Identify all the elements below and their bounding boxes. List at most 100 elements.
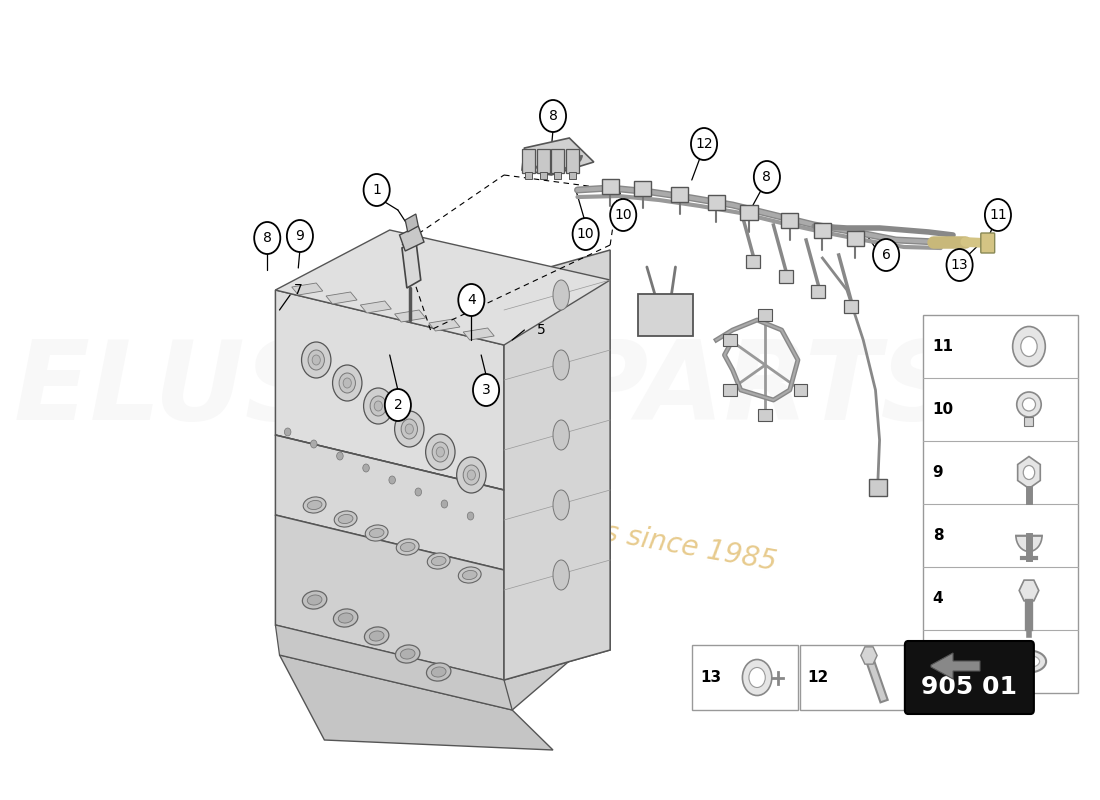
Circle shape bbox=[441, 500, 448, 508]
Circle shape bbox=[370, 396, 386, 416]
FancyBboxPatch shape bbox=[779, 270, 793, 282]
Ellipse shape bbox=[400, 649, 415, 659]
Circle shape bbox=[287, 220, 314, 252]
Circle shape bbox=[415, 488, 421, 496]
Circle shape bbox=[754, 161, 780, 193]
Circle shape bbox=[364, 174, 389, 206]
FancyBboxPatch shape bbox=[522, 149, 535, 173]
FancyBboxPatch shape bbox=[692, 645, 798, 710]
Circle shape bbox=[343, 378, 351, 388]
FancyBboxPatch shape bbox=[566, 149, 579, 173]
Polygon shape bbox=[279, 590, 594, 710]
Text: 11: 11 bbox=[989, 208, 1006, 222]
Polygon shape bbox=[275, 515, 504, 680]
FancyBboxPatch shape bbox=[923, 315, 1078, 693]
Circle shape bbox=[463, 465, 480, 485]
Text: 905 01: 905 01 bbox=[922, 675, 1018, 699]
Polygon shape bbox=[522, 138, 594, 175]
Circle shape bbox=[1023, 466, 1035, 479]
FancyBboxPatch shape bbox=[800, 645, 905, 710]
Ellipse shape bbox=[370, 631, 384, 641]
Polygon shape bbox=[292, 283, 322, 295]
Text: 10: 10 bbox=[615, 208, 632, 222]
Circle shape bbox=[984, 199, 1011, 231]
Text: 8: 8 bbox=[549, 109, 558, 123]
Text: 11: 11 bbox=[933, 339, 954, 354]
Text: a part for parts since 1985: a part for parts since 1985 bbox=[409, 484, 779, 576]
Ellipse shape bbox=[339, 514, 353, 523]
Ellipse shape bbox=[553, 280, 570, 310]
Ellipse shape bbox=[364, 627, 389, 645]
Ellipse shape bbox=[400, 542, 415, 551]
FancyBboxPatch shape bbox=[981, 233, 994, 253]
Circle shape bbox=[310, 440, 317, 448]
FancyBboxPatch shape bbox=[525, 172, 532, 179]
Polygon shape bbox=[326, 292, 358, 304]
Ellipse shape bbox=[307, 501, 322, 510]
FancyBboxPatch shape bbox=[905, 641, 1034, 714]
FancyBboxPatch shape bbox=[844, 299, 858, 313]
Ellipse shape bbox=[304, 497, 326, 513]
Circle shape bbox=[873, 239, 899, 271]
Circle shape bbox=[1021, 337, 1037, 357]
Polygon shape bbox=[1020, 580, 1038, 601]
Text: 4: 4 bbox=[468, 293, 475, 307]
Wedge shape bbox=[1016, 535, 1042, 551]
Ellipse shape bbox=[553, 420, 570, 450]
Polygon shape bbox=[275, 230, 610, 345]
Polygon shape bbox=[504, 250, 610, 680]
Circle shape bbox=[308, 350, 324, 370]
Circle shape bbox=[402, 419, 418, 439]
Circle shape bbox=[468, 512, 474, 520]
Polygon shape bbox=[275, 290, 504, 490]
Text: 10: 10 bbox=[933, 402, 954, 417]
Circle shape bbox=[285, 428, 290, 436]
Polygon shape bbox=[429, 319, 460, 331]
FancyBboxPatch shape bbox=[551, 149, 564, 173]
FancyBboxPatch shape bbox=[758, 309, 772, 322]
Circle shape bbox=[946, 249, 972, 281]
Circle shape bbox=[473, 374, 499, 406]
Ellipse shape bbox=[307, 595, 322, 605]
Ellipse shape bbox=[396, 539, 419, 555]
Text: 13: 13 bbox=[700, 670, 722, 685]
Ellipse shape bbox=[302, 591, 327, 609]
Circle shape bbox=[364, 388, 393, 424]
Ellipse shape bbox=[431, 557, 446, 566]
Ellipse shape bbox=[553, 350, 570, 380]
Circle shape bbox=[437, 447, 444, 457]
Ellipse shape bbox=[1016, 392, 1042, 417]
Circle shape bbox=[395, 411, 424, 447]
Circle shape bbox=[468, 470, 475, 480]
Polygon shape bbox=[399, 226, 424, 251]
Circle shape bbox=[337, 452, 343, 460]
Text: 2: 2 bbox=[394, 398, 403, 412]
FancyBboxPatch shape bbox=[794, 384, 807, 397]
Circle shape bbox=[363, 464, 370, 472]
Circle shape bbox=[691, 128, 717, 160]
Text: 3: 3 bbox=[482, 383, 491, 397]
FancyBboxPatch shape bbox=[540, 172, 547, 179]
Circle shape bbox=[385, 389, 411, 421]
Ellipse shape bbox=[459, 567, 481, 583]
Circle shape bbox=[459, 284, 484, 316]
Circle shape bbox=[432, 442, 449, 462]
FancyBboxPatch shape bbox=[1024, 417, 1034, 426]
Ellipse shape bbox=[553, 490, 570, 520]
Circle shape bbox=[456, 457, 486, 493]
Text: 12: 12 bbox=[807, 670, 829, 685]
FancyBboxPatch shape bbox=[602, 178, 618, 194]
Polygon shape bbox=[405, 214, 418, 232]
Text: 8: 8 bbox=[263, 231, 272, 245]
FancyBboxPatch shape bbox=[638, 294, 693, 336]
FancyBboxPatch shape bbox=[740, 205, 758, 219]
Text: 2: 2 bbox=[933, 654, 944, 669]
Circle shape bbox=[301, 342, 331, 378]
Circle shape bbox=[610, 199, 636, 231]
Ellipse shape bbox=[334, 511, 358, 527]
FancyBboxPatch shape bbox=[869, 479, 887, 496]
Polygon shape bbox=[275, 625, 513, 710]
Circle shape bbox=[749, 667, 766, 687]
Text: 9: 9 bbox=[296, 229, 305, 243]
Text: 8: 8 bbox=[762, 170, 771, 184]
